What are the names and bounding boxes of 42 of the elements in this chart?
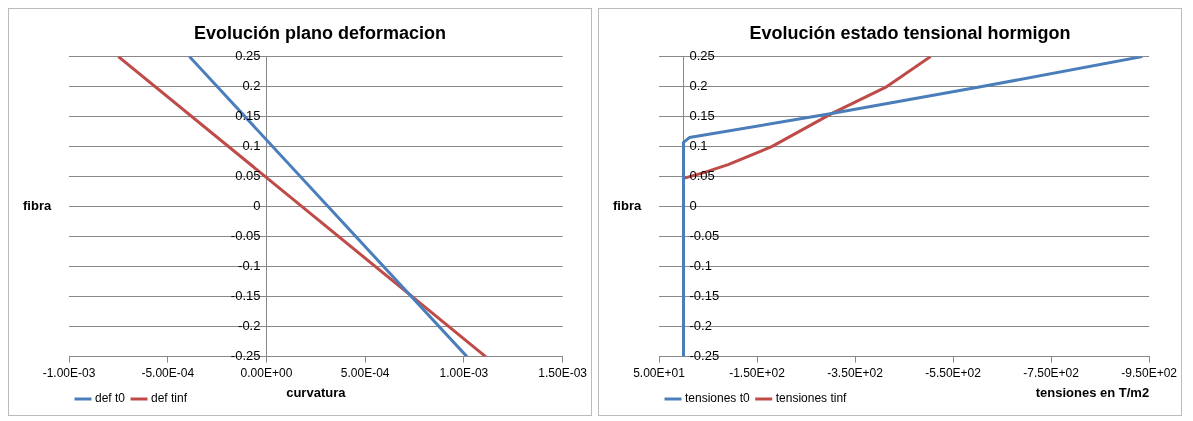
x-tick-label: -5.00E-04 <box>141 366 195 381</box>
legend-label: tensiones t0 <box>685 391 751 406</box>
y-axis-title: fibra <box>23 198 52 214</box>
x-tick-label: -3.50E+02 <box>827 366 884 381</box>
x-tick-label: 0.00E+00 <box>240 366 293 381</box>
y-tick-label: -0.15 <box>230 288 261 304</box>
y-tick-label: 0.2 <box>242 78 261 94</box>
x-axis-title: curvatura <box>286 384 347 400</box>
x-tick-label: 1.50E-03 <box>538 366 588 381</box>
legend-label: def tinf <box>151 391 188 406</box>
y-tick-label: 0.25 <box>235 48 261 64</box>
y-tick-label: -0.05 <box>689 228 720 244</box>
y-axis-title: fibra <box>613 198 642 214</box>
x-tick-label: -9.50E+02 <box>1121 366 1178 381</box>
y-tick-label: 0.1 <box>689 138 708 154</box>
legend-label: tensiones tinf <box>775 391 848 406</box>
y-tick-label: 0 <box>253 198 261 214</box>
y-tick-label: 0.1 <box>242 138 261 154</box>
chart-title: Evolución plano deformacion <box>193 22 447 43</box>
x-tick-label: -1.00E-03 <box>42 366 96 381</box>
x-tick-label: -1.50E+02 <box>729 366 786 381</box>
chart-title: Evolución estado tensional hormigon <box>749 22 1071 43</box>
y-tick-label: 0.05 <box>235 168 261 184</box>
x-axis-title: tensiones en T/m2 <box>1035 384 1150 400</box>
x-tick-label: 1.00E-03 <box>439 366 489 381</box>
y-tick-label: -0.2 <box>238 318 261 334</box>
y-tick-label: -0.15 <box>689 288 720 304</box>
y-tick-label: -0.25 <box>230 348 261 364</box>
x-tick-label: 5.00E-04 <box>340 366 390 381</box>
y-tick-label: 0.25 <box>689 48 715 64</box>
x-tick-label: 5.00E+01 <box>633 366 686 381</box>
y-tick-label: 0 <box>689 198 697 214</box>
y-tick-label: -0.25 <box>689 348 720 364</box>
x-tick-label: -5.50E+02 <box>925 366 982 381</box>
y-tick-label: -0.2 <box>689 318 712 334</box>
y-tick-label: 0.2 <box>689 78 708 94</box>
y-tick-label: 0.15 <box>689 108 715 124</box>
x-tick-label: -7.50E+02 <box>1023 366 1080 381</box>
y-tick-label: -0.1 <box>689 258 712 274</box>
y-tick-label: -0.05 <box>230 228 261 244</box>
legend-label: def t0 <box>95 391 126 406</box>
y-tick-label: -0.1 <box>238 258 261 274</box>
